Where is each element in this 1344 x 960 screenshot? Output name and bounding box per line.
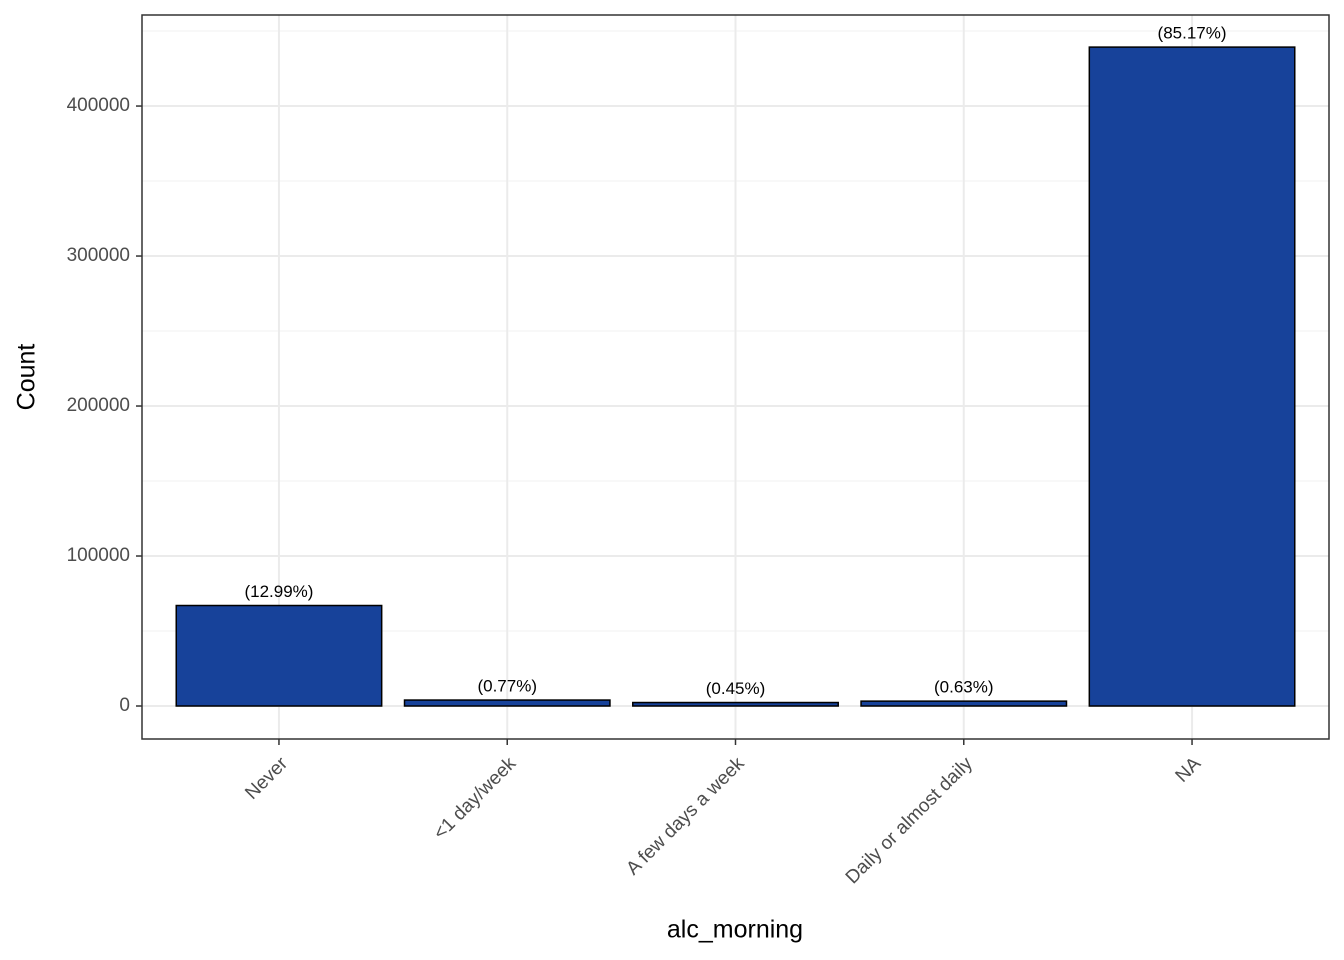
bar-label: (0.45%) — [706, 679, 766, 698]
bar — [860, 700, 1068, 707]
bar-label: (0.63%) — [934, 678, 994, 697]
y-tick-label: 0 — [119, 695, 130, 716]
y-tick-label: 100000 — [67, 545, 130, 566]
y-tick-label: 200000 — [67, 395, 130, 416]
x-tick-label: Never — [241, 753, 292, 804]
y-tick-label: 400000 — [67, 95, 130, 116]
x-tick-label: NA — [1172, 753, 1206, 787]
bar-label: (12.99%) — [244, 582, 313, 601]
x-axis-title: alc_morning — [667, 916, 803, 944]
bar — [403, 699, 611, 707]
y-tick-label: 300000 — [67, 245, 130, 266]
plot-border — [141, 14, 1330, 740]
bar — [632, 701, 839, 707]
x-tick-label: Daily or almost daily — [842, 753, 977, 888]
x-tick-label: A few days a week — [622, 753, 748, 879]
y-axis-title: Count — [13, 344, 41, 411]
bar-label: (0.77%) — [477, 677, 537, 696]
x-tick-label: <1 day/week — [430, 753, 521, 844]
bar — [175, 604, 383, 707]
bar-label: (85.17%) — [1158, 24, 1227, 43]
bar — [1088, 46, 1296, 707]
